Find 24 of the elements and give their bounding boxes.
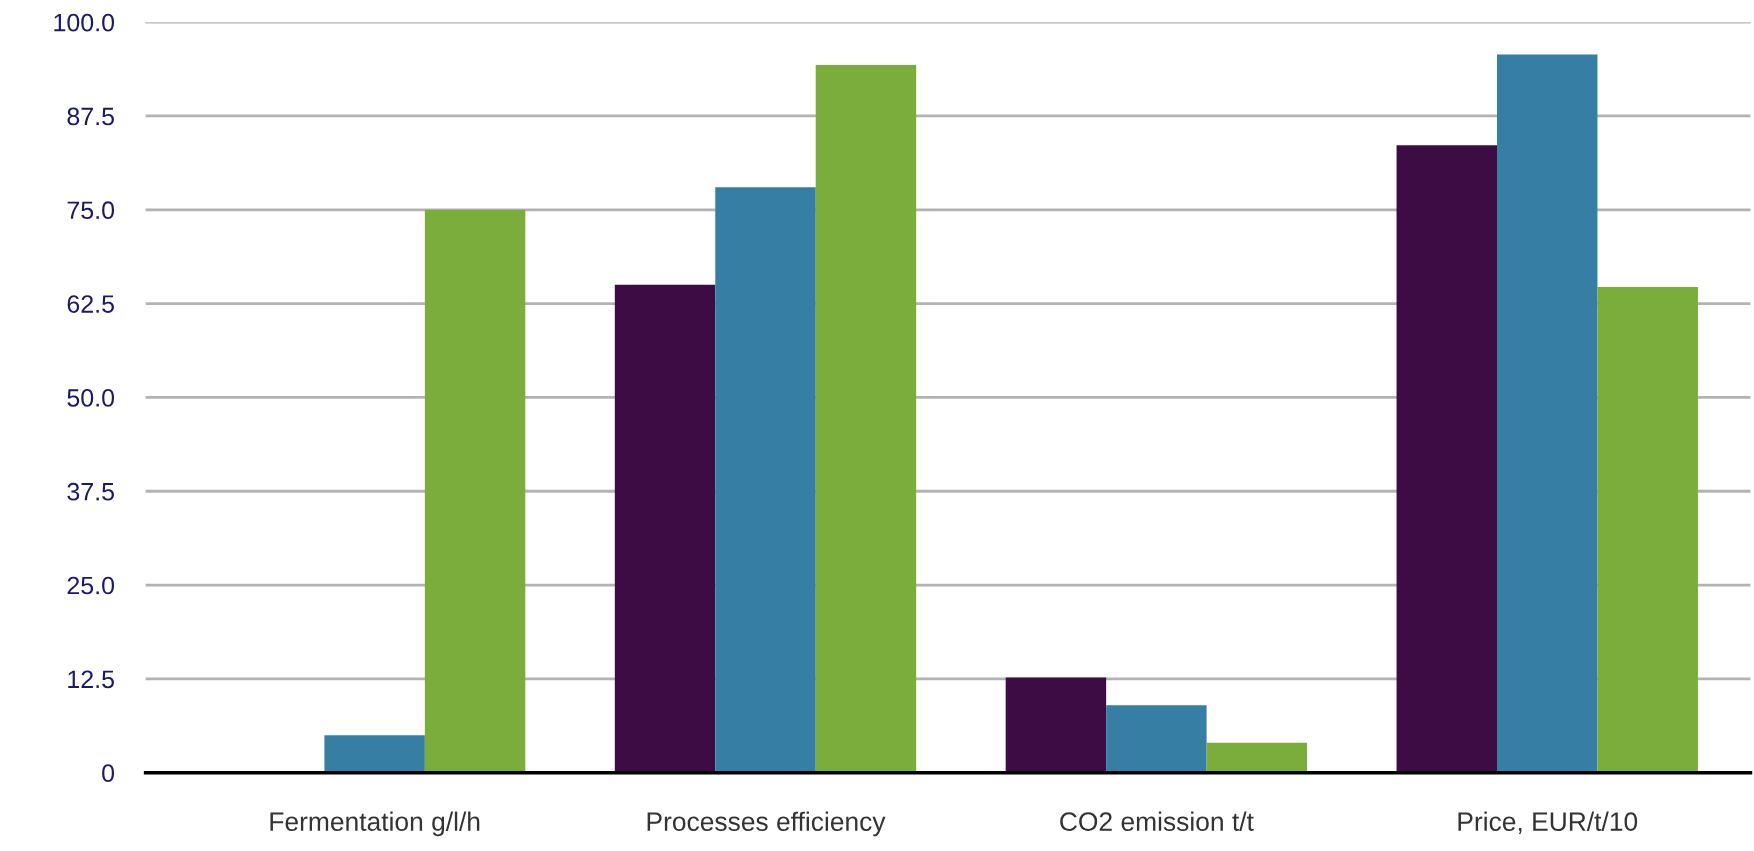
bar [715,187,816,773]
bar [1597,287,1698,773]
y-tick-label: 25.0 [67,576,115,595]
bar [424,209,526,773]
x-tick-label: CO2 emission t/t [1060,811,1254,831]
x-tick-label: Processes efficiency [647,811,886,837]
bar [1106,705,1207,773]
y-tick-label: 87.5 [67,107,114,126]
x-tick-label: Fermentation g/l/h [270,811,480,837]
bar [324,735,425,773]
y-tick-label: 100.0 [54,13,115,32]
bar [1497,54,1598,773]
bar [1005,677,1107,773]
bar [1206,742,1308,773]
bar [1396,145,1498,773]
y-tick-label: 62.5 [67,295,114,313]
y-tick-label: 12.5 [68,670,114,689]
y-tick-label: 75.0 [67,201,115,220]
y-tick-label: 37.5 [67,482,114,501]
y-tick-label: 50.0 [67,389,115,407]
y-tick-label: 0 [102,764,115,783]
bar [614,284,716,773]
x-tick-label: Price, EUR/t/10 [1458,811,1638,835]
bar [815,64,917,773]
